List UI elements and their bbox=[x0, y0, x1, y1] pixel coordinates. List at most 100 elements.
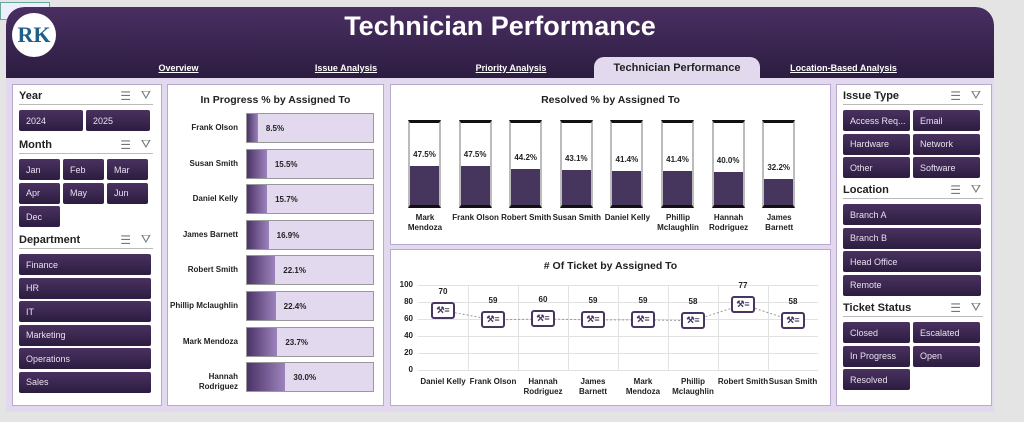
location-item[interactable]: Remote bbox=[843, 274, 981, 296]
multi-select-icon[interactable]: ☰ bbox=[120, 88, 131, 103]
month-item[interactable]: Mar bbox=[107, 159, 148, 180]
multi-select-icon[interactable]: ☰ bbox=[950, 182, 961, 197]
issue-type-item[interactable]: Other bbox=[843, 157, 910, 178]
department-item[interactable]: HR bbox=[19, 277, 151, 299]
clear-filter-icon[interactable]: ⛛ bbox=[970, 88, 981, 102]
tab-location-based-analysis[interactable]: Location-Based Analysis bbox=[790, 62, 897, 73]
chart-title: # Of Ticket by Assigned To bbox=[543, 260, 678, 272]
ticket-status-item[interactable]: Closed bbox=[843, 322, 910, 343]
department-slicer-header: Department ☰ ⛛ bbox=[19, 231, 153, 249]
clear-filter-icon[interactable]: ⛛ bbox=[140, 137, 151, 151]
tab-issue-analysis[interactable]: Issue Analysis bbox=[314, 62, 378, 73]
issue-type-slicer-header: Issue Type ☰ ⛛ bbox=[843, 87, 983, 105]
month-item[interactable]: Jan bbox=[19, 159, 60, 180]
month-item[interactable]: Apr bbox=[19, 182, 60, 204]
point-data-label: 58 bbox=[788, 296, 798, 306]
ticket-status-slicer-header: Ticket Status ☰ ⛛ bbox=[843, 299, 983, 317]
month-item[interactable]: Feb bbox=[63, 159, 104, 180]
gridline-vertical bbox=[618, 285, 619, 370]
bar-track: 23.7% bbox=[246, 326, 374, 357]
issue-type-item[interactable]: Network bbox=[913, 133, 980, 155]
year-item[interactable]: 2024 bbox=[19, 110, 83, 131]
location-item[interactable]: Branch A bbox=[843, 204, 981, 225]
ticket-status-item[interactable]: Escalated bbox=[913, 322, 980, 343]
bar-fill bbox=[663, 171, 692, 205]
clear-filter-icon[interactable]: ⛛ bbox=[140, 232, 151, 246]
multi-select-icon[interactable]: ☰ bbox=[120, 232, 131, 247]
clear-filter-icon[interactable]: ⛛ bbox=[970, 182, 981, 196]
bar bbox=[247, 149, 267, 178]
page-title: Technician Performance bbox=[344, 11, 656, 41]
cylinder-bar: 47.5% bbox=[458, 120, 492, 208]
in-progress-chart: In Progress % by Assigned To Frank Olson… bbox=[167, 84, 384, 406]
issue-type-item[interactable]: Software bbox=[913, 157, 980, 178]
x-category-label: Robert Smith bbox=[717, 377, 769, 386]
bar-data-label: 15.7% bbox=[275, 195, 298, 205]
y-tick-label: 60 bbox=[404, 314, 413, 323]
x-category-label: James Barnett bbox=[578, 377, 607, 396]
point-data-label: 59 bbox=[638, 295, 648, 305]
multi-select-icon[interactable]: ☰ bbox=[120, 137, 131, 152]
clear-filter-icon[interactable]: ⛛ bbox=[140, 88, 151, 102]
clear-filter-icon[interactable]: ⛛ bbox=[970, 300, 981, 314]
gridline-vertical bbox=[468, 285, 469, 370]
gridline-vertical bbox=[568, 285, 569, 370]
month-item[interactable]: Dec bbox=[19, 206, 60, 227]
bar-data-label: 47.5% bbox=[463, 150, 487, 160]
ticket-wrench-icon: ⚒≡ bbox=[481, 310, 505, 328]
department-item[interactable]: Finance bbox=[19, 254, 151, 275]
location-title: Location bbox=[843, 183, 889, 196]
tab-priority-analysis[interactable]: Priority Analysis bbox=[475, 62, 547, 73]
ticket-status-item[interactable]: Open bbox=[913, 345, 980, 367]
header: RK Technician Performance Overview Issue… bbox=[6, 7, 994, 78]
bar-data-label: 23.7% bbox=[285, 337, 309, 347]
month-item[interactable]: May bbox=[63, 182, 104, 204]
bar-track: 8.5% bbox=[246, 113, 374, 143]
bar bbox=[247, 327, 278, 356]
ticket-wrench-icon: ⚒≡ bbox=[531, 310, 555, 327]
gridline-vertical bbox=[668, 285, 669, 370]
bar bbox=[247, 114, 258, 142]
bar-category-label: Mark Mendoza bbox=[182, 336, 238, 346]
x-category-label: Daniel Kelly bbox=[420, 377, 466, 386]
left-slicer-panel: Year ☰ ⛛ 2024 2025 Month ☰ ⛛ Jan Feb Mar Apr May Jun D… bbox=[12, 84, 162, 406]
right-slicer-panel: Issue Type ☰ ⛛ Access Req... Email Hardware Ne… bbox=[836, 84, 992, 406]
issue-type-item[interactable]: Hardware bbox=[843, 133, 910, 155]
gridline-vertical bbox=[518, 285, 519, 370]
gridline bbox=[418, 370, 818, 371]
month-item[interactable]: Jun bbox=[107, 182, 148, 204]
department-item[interactable]: IT bbox=[19, 301, 151, 322]
ticket-count-chart: # Of Ticket by Assigned To 0 20 40 60 80 100 ⚒… bbox=[390, 249, 831, 406]
multi-select-icon[interactable]: ☰ bbox=[950, 300, 961, 315]
bar-category-label: Phillip Mclaughlin bbox=[170, 301, 238, 310]
bar-category-label: Daniel Kelly bbox=[192, 194, 238, 204]
bar-category-label: Susan Smith bbox=[189, 158, 238, 168]
issue-type-item[interactable]: Email bbox=[913, 110, 980, 131]
ticket-status-item[interactable]: Resolved bbox=[843, 369, 910, 390]
bar-track: 22.4% bbox=[246, 291, 374, 321]
multi-select-icon[interactable]: ☰ bbox=[950, 88, 961, 103]
tab-overview[interactable]: Overview bbox=[158, 62, 199, 73]
x-category-label: Hannah Rodriguez bbox=[523, 377, 563, 396]
point-data-label: 58 bbox=[688, 296, 698, 306]
year-item[interactable]: 2025 bbox=[86, 110, 150, 131]
bar-data-label: 43.1% bbox=[564, 153, 588, 163]
department-item[interactable]: Operations bbox=[19, 348, 151, 369]
bar-category-label: Robert Smith bbox=[501, 213, 552, 222]
department-item[interactable]: Sales bbox=[19, 371, 151, 393]
tab-technician-performance[interactable]: Technician Performance bbox=[594, 57, 760, 78]
bar-data-label: 22.1% bbox=[283, 266, 306, 276]
y-tick-label: 80 bbox=[404, 297, 413, 306]
location-item[interactable]: Branch B bbox=[843, 227, 981, 249]
point-data-label: 60 bbox=[538, 295, 548, 304]
issue-type-item[interactable]: Access Req... bbox=[843, 110, 910, 131]
ticket-wrench-icon: ⚒≡ bbox=[581, 310, 605, 328]
location-item[interactable]: Head Office bbox=[843, 251, 981, 272]
department-item[interactable]: Marketing bbox=[19, 324, 151, 346]
ticket-wrench-icon: ⚒≡ bbox=[431, 301, 455, 319]
point-data-label: 59 bbox=[488, 295, 498, 305]
bar-fill bbox=[713, 172, 743, 205]
bar-category-label: Robert Smith bbox=[187, 265, 238, 275]
ticket-status-item[interactable]: In Progress bbox=[843, 345, 910, 367]
y-tick-label: 40 bbox=[404, 331, 413, 340]
